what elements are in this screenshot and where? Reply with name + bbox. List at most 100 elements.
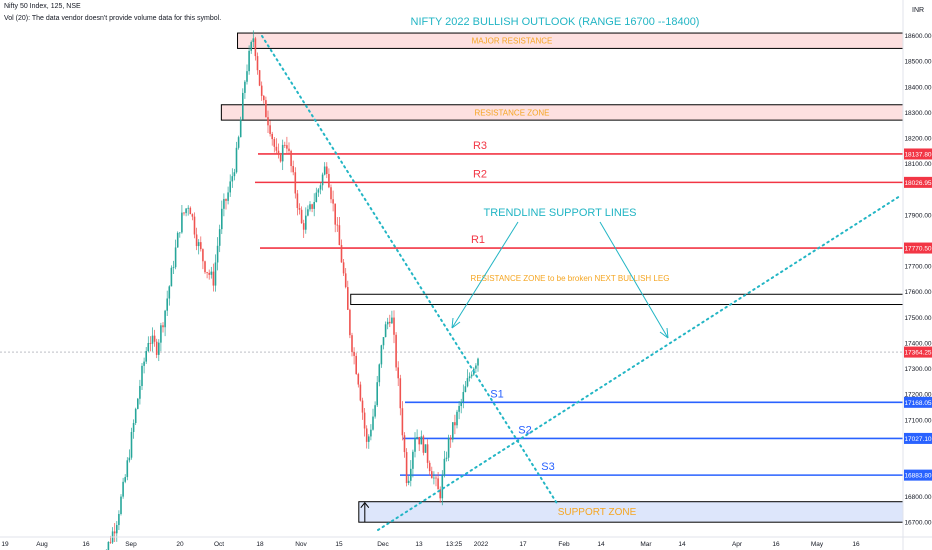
last-price-tag <box>904 346 932 358</box>
price-tag <box>904 148 932 160</box>
y-tick-label: 17700.00 <box>904 264 931 271</box>
break-zone-annotation: RESISTANCE ZONE to be broken NEXT BULLIS… <box>471 274 670 283</box>
candle-body <box>273 139 276 147</box>
price-tag-text: 17027.10 <box>904 436 931 443</box>
zone-label: SUPPORT ZONE <box>558 507 637 518</box>
candle-body <box>477 358 479 366</box>
chart-title: NIFTY 2022 BULLISH OUTLOOK (RANGE 16700 … <box>411 16 700 28</box>
candle-body <box>319 185 322 190</box>
candle-body <box>374 405 376 417</box>
candle-body <box>363 412 366 429</box>
candle-body <box>305 215 307 230</box>
x-tick-label: 16 <box>82 541 90 548</box>
candle-body <box>317 189 320 193</box>
candle-body <box>231 176 234 182</box>
candle-body <box>378 364 381 383</box>
candle-body <box>412 451 414 469</box>
price-tag-text: 18137.80 <box>904 151 931 158</box>
last-price-text: 17364.25 <box>904 350 931 357</box>
y-tick-label: 16700.00 <box>904 520 931 527</box>
y-tick-label: 18400.00 <box>904 84 931 91</box>
candle-body <box>422 436 425 453</box>
candle-body <box>149 342 152 344</box>
candle-body <box>250 42 252 51</box>
candle-body <box>246 71 248 82</box>
candle-body <box>227 192 229 201</box>
x-tick-label: 17 <box>519 541 527 548</box>
candle-body <box>160 325 162 343</box>
level-label: R1 <box>471 234 485 246</box>
candle-body <box>454 422 456 426</box>
price-tag <box>904 176 932 188</box>
x-tick-label: 19 <box>1 541 9 548</box>
zone-box <box>237 32 904 49</box>
y-tick-label: 17900.00 <box>904 212 931 219</box>
candle-body <box>189 207 192 215</box>
y-tick-label: 17400.00 <box>904 340 931 347</box>
candle-body <box>298 208 301 210</box>
zone-label: RESISTANCE ZONE <box>475 108 550 117</box>
candle-body <box>447 437 450 458</box>
candle-body <box>342 262 345 274</box>
candle-body <box>239 119 242 138</box>
candle-body <box>263 95 265 101</box>
candle-body <box>279 154 282 162</box>
annotation-arrowhead-right <box>659 327 669 339</box>
candle-body <box>407 480 410 484</box>
candle-body <box>275 146 278 151</box>
candle-body <box>248 50 250 72</box>
candle-body <box>128 457 131 461</box>
candle-body <box>265 100 267 118</box>
candle-body <box>347 287 349 310</box>
candle-body <box>309 204 311 210</box>
candle-body <box>134 408 137 423</box>
candle-body <box>170 267 173 287</box>
candle-body <box>162 325 164 328</box>
candle-body <box>397 367 399 379</box>
candle-body <box>267 117 269 126</box>
candle-body <box>410 468 412 481</box>
candle-body <box>122 481 124 497</box>
level-label: R3 <box>473 140 487 152</box>
x-tick-label: 20 <box>176 541 184 548</box>
candle-body <box>208 272 210 275</box>
candle-body <box>221 208 223 230</box>
x-tick-label: 13:25 <box>446 541 463 548</box>
candle-body <box>197 242 200 247</box>
x-tick-label: Apr <box>732 541 743 548</box>
y-tick-label: 18600.00 <box>904 33 931 40</box>
candle-body <box>109 541 112 543</box>
candle-body <box>389 321 391 324</box>
candle-body <box>393 317 395 335</box>
candle-body <box>328 173 330 188</box>
candle-body <box>206 272 208 273</box>
candle-body <box>395 334 397 368</box>
x-tick-label: 13 <box>415 541 423 548</box>
candle-body <box>200 242 202 250</box>
candle-body <box>382 337 385 346</box>
price-tag <box>904 242 932 254</box>
candle-body <box>216 245 219 263</box>
candle-body <box>334 203 336 225</box>
candle-body <box>359 384 362 401</box>
candle-body <box>116 525 118 534</box>
candle-body <box>462 391 465 402</box>
candle-body <box>252 38 255 43</box>
candle-body <box>452 422 454 440</box>
y-tick-label: 17600.00 <box>904 289 931 296</box>
candle-body <box>336 224 339 226</box>
candle-body <box>332 199 334 204</box>
candle-body <box>470 374 473 377</box>
candle-body <box>401 408 404 436</box>
candle-body <box>286 145 288 149</box>
candle-body <box>460 401 462 406</box>
x-tick-label: 14 <box>678 541 686 548</box>
zone-box <box>350 293 904 306</box>
price-tag-text: 17168.05 <box>904 400 931 407</box>
candle-body <box>172 267 175 269</box>
candle-body <box>391 317 393 324</box>
candle-body <box>435 477 437 479</box>
candle-body <box>372 416 374 430</box>
candle-body <box>124 477 126 482</box>
